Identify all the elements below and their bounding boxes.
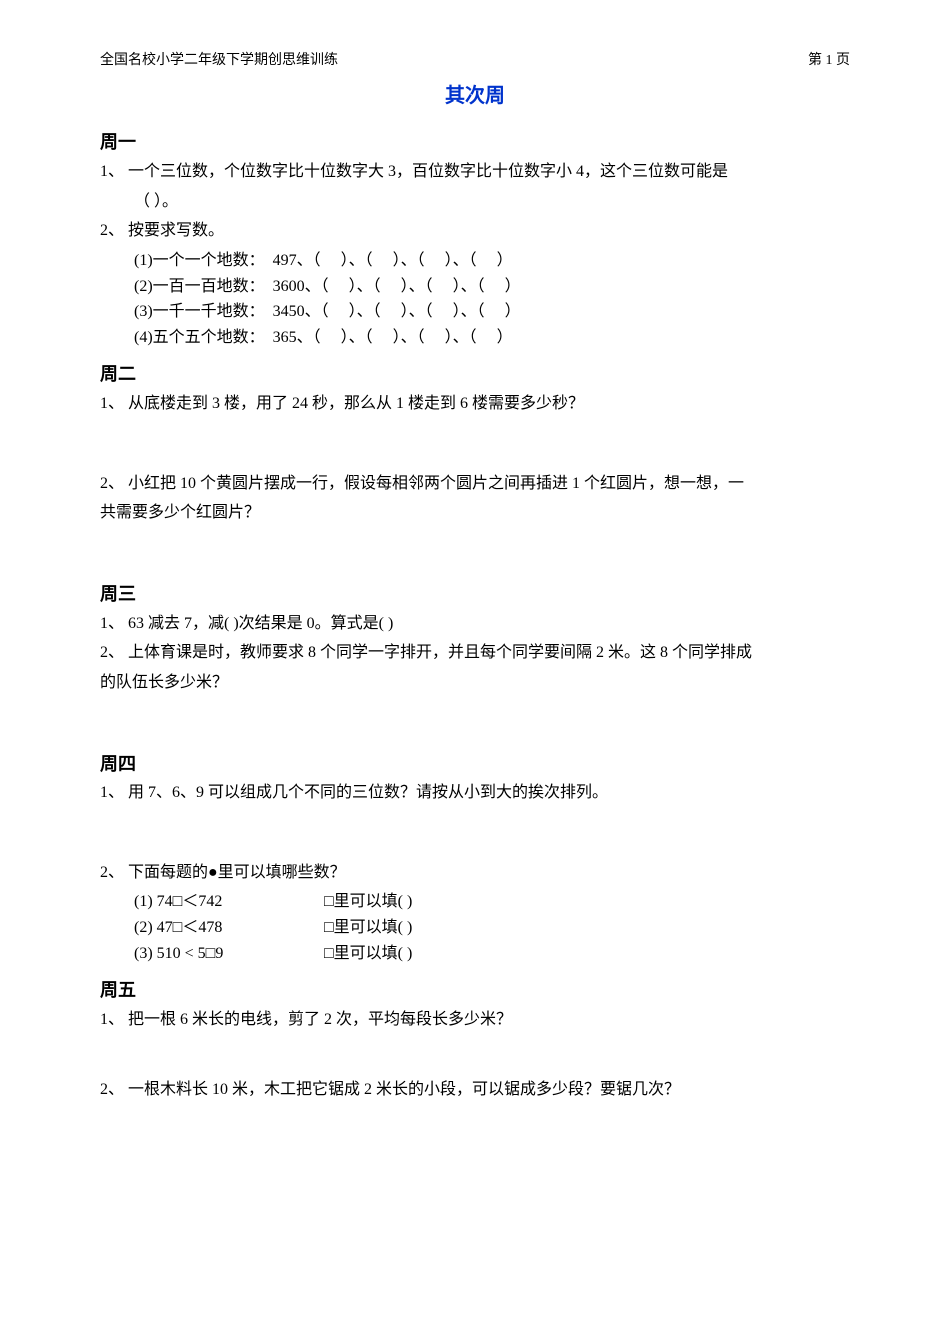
thu-fill-3-right: □里可以填( ) (324, 941, 412, 967)
header-left: 全国名校小学二年级下学期创思维训练 (100, 50, 338, 72)
mon-q1-line1: 1、 一个三位数，个位数字比十位数字大 3，百位数字比十位数字小 4，这个三位数… (100, 159, 850, 185)
fri-q1: 1、 把一根 6 米长的电线，剪了 2 次，平均每段长多少米？ (100, 1007, 850, 1033)
thu-fill-1-left: (1) 74□＜742 (134, 889, 324, 915)
day-thu-label: 周四 (100, 750, 850, 779)
thu-fill-2-right: □里可以填( ) (324, 915, 412, 941)
wed-q2-line2: 的队伍长多少米？ (100, 670, 850, 696)
day-fri-label: 周五 (100, 976, 850, 1005)
thu-fill-1: (1) 74□＜742 □里可以填( ) (100, 889, 850, 915)
tue-q2-line2: 共需要多少个红圆片？ (100, 500, 850, 526)
page-header: 全国名校小学二年级下学期创思维训练 第 1 页 (100, 50, 850, 72)
day-wed-label: 周三 (100, 580, 850, 609)
tue-workspace-1 (100, 421, 850, 471)
page-title: 其次周 (100, 80, 850, 112)
mon-seq3: (3)一千一千地数： 3450、（ ）、（ ）、（ ）、（ ） (100, 299, 850, 325)
thu-fill-3-left: (3) 510 < 5□9 (134, 941, 324, 967)
thu-q2: 2、 下面每题的●里可以填哪些数？ (100, 860, 850, 886)
tue-workspace-2 (100, 530, 850, 570)
tue-q2-line1: 2、 小红把 10 个黄圆片摆成一行，假设每相邻两个圆片之间再插进 1 个红圆片… (100, 471, 850, 497)
mon-seq2: (2)一百一百地数： 3600、（ ）、（ ）、（ ）、（ ） (100, 274, 850, 300)
fri-q2: 2、 一根木料长 10 米，木工把它锯成 2 米长的小段，可以锯成多少段？要锯几… (100, 1077, 850, 1103)
day-tue-label: 周二 (100, 360, 850, 389)
tue-q1: 1、 从底楼走到 3 楼，用了 24 秒，那么从 1 楼走到 6 楼需要多少秒？ (100, 391, 850, 417)
mon-seq1: (1)一个一个地数： 497、（ ）、（ ）、（ ）、（ ） (100, 248, 850, 274)
wed-q1: 1、 63 减去 7，减( )次结果是 0。算式是( ) (100, 611, 850, 637)
mon-q2: 2、 按要求写数。 (100, 218, 850, 244)
mon-seq4: (4)五个五个地数： 365、（ ）、（ ）、（ ）、（ ） (100, 325, 850, 351)
wed-q2-line1: 2、 上体育课是时，教师要求 8 个同学一字排开，并且每个同学要间隔 2 米。这… (100, 640, 850, 666)
thu-fill-3: (3) 510 < 5□9 □里可以填( ) (100, 941, 850, 967)
wed-workspace (100, 700, 850, 740)
fri-workspace-1 (100, 1037, 850, 1077)
header-right: 第 1 页 (808, 50, 850, 72)
thu-workspace-1 (100, 810, 850, 860)
mon-q1-line2: （ ）。 (100, 189, 850, 215)
thu-fill-2-left: (2) 47□＜478 (134, 915, 324, 941)
thu-fill-2: (2) 47□＜478 □里可以填( ) (100, 915, 850, 941)
thu-fill-1-right: □里可以填( ) (324, 889, 412, 915)
day-mon-label: 周一 (100, 128, 850, 157)
thu-q1: 1、 用 7、6、9 可以组成几个不同的三位数？请按从小到大的挨次排列。 (100, 780, 850, 806)
